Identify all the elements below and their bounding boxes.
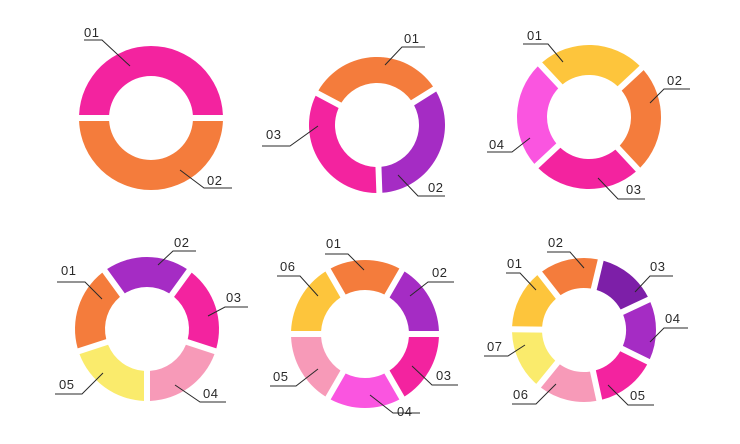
donut-5-leader-line-05 (55, 372, 104, 395)
donut-3-leader-line-01 (384, 46, 425, 66)
donut-4-leader-line-02 (649, 88, 690, 104)
donut-7-leader-line-07 (484, 344, 526, 357)
donut-7-segment-01 (542, 258, 598, 296)
donut-3-label-02: 02 (428, 180, 443, 195)
donut-3: 01 02 03 (262, 31, 446, 197)
donut-2-leader-line-02 (179, 169, 232, 189)
donut-2: 01 02 (79, 25, 232, 191)
donut-7-segment-04 (595, 351, 648, 400)
donut-4-label-01: 01 (527, 28, 542, 43)
donut-7-label-01: 01 (507, 256, 522, 271)
donut-4-segment-03 (538, 147, 636, 189)
donut-7-leader-line-04 (649, 327, 688, 343)
donut-5-label-02: 02 (174, 235, 189, 250)
donut-3-leader-line-02 (397, 174, 445, 197)
donut-7-leader-line-03 (634, 275, 673, 293)
donut-7-segment-02 (596, 260, 648, 310)
donut-7-label-05: 05 (630, 388, 645, 403)
donut-5-segment-03 (174, 272, 219, 349)
donut-6-segment-05 (291, 336, 341, 397)
donut-2-segment-02 (79, 45, 223, 116)
donut-3-segment-03 (308, 95, 377, 193)
donut-3-leader-line-03 (262, 125, 319, 147)
donut-7-label-04: 04 (665, 311, 680, 326)
donut-6-leader-line-01 (325, 253, 365, 271)
donut-6-label-02: 02 (432, 265, 447, 280)
donut-6-segment-01 (330, 260, 400, 295)
donut-6-leader-line-04 (369, 394, 420, 414)
donut-5-label-04: 04 (203, 386, 218, 401)
donut-5-leader-line-01 (57, 281, 103, 300)
donut-7-leader-line-05 (607, 384, 654, 406)
donut-6-leader-line-06 (277, 275, 319, 297)
donut-4-segment-04 (517, 66, 559, 164)
donut-3-label-03: 03 (266, 127, 281, 142)
donut-3-label-01: 01 (404, 31, 419, 46)
donut-7-segment-07 (512, 275, 556, 327)
donut-6-segment-04 (330, 373, 400, 408)
donut-7-leader-line-01 (506, 272, 537, 291)
donut-4-label-04: 04 (489, 137, 504, 152)
donut-5-leader-line-03 (207, 306, 248, 317)
donut-4-segment-01 (542, 45, 640, 87)
donut-5-segment-04 (149, 344, 215, 401)
donut-6-leader-line-03 (411, 365, 458, 386)
donut-5-label-01: 01 (61, 263, 76, 278)
donut-7-segment-06 (512, 332, 556, 384)
donut-5-segment-02 (107, 257, 187, 294)
donut-7-leader-line-02 (547, 251, 585, 269)
donut-6-leader-line-05 (270, 368, 319, 387)
donut-2-label-01: 01 (84, 25, 99, 40)
donut-6-segment-06 (291, 271, 341, 332)
donut-5-label-03: 03 (226, 290, 241, 305)
donut-6-segment-02 (389, 271, 439, 332)
donut-7-segment-05 (540, 364, 597, 402)
donut-5-leader-line-04 (174, 384, 226, 403)
donut-5-label-05: 05 (59, 377, 74, 392)
donut-4-label-03: 03 (626, 182, 641, 197)
donut-6-leader-line-02 (409, 281, 454, 297)
donut-7-segment-03 (622, 302, 656, 360)
donut-5-leader-line-02 (157, 250, 196, 266)
donut-4: 01 02 03 04 (487, 28, 690, 200)
donut-2-segment-01 (79, 120, 223, 191)
donut-7-label-07: 07 (487, 339, 502, 354)
donut-5-segment-01 (74, 272, 120, 349)
donut-4-leader-line-01 (523, 43, 564, 63)
donut-2-leader-line-01 (84, 39, 131, 67)
donut-4-segment-02 (619, 70, 661, 168)
donut-3-segment-01 (318, 56, 434, 103)
donut-4-leader-line-03 (597, 177, 645, 200)
donut-6-label-03: 03 (436, 368, 451, 383)
donut-6-label-04: 04 (397, 404, 412, 419)
donut-6-label-01: 01 (326, 236, 341, 251)
donut-2-label-02: 02 (207, 173, 222, 188)
donut-3-segment-02 (381, 91, 446, 193)
donut-6-label-06: 06 (280, 259, 295, 274)
donut-4-leader-line-04 (487, 137, 531, 153)
donut-6: 01 02 03 04 05 06 (270, 236, 458, 419)
donut-7-label-02: 02 (548, 235, 563, 250)
donut-7-label-03: 03 (650, 259, 665, 274)
donut-6-label-05: 05 (273, 369, 288, 384)
donut-6-segment-03 (389, 336, 439, 397)
donut-7-label-06: 06 (513, 387, 528, 402)
donut-4-label-02: 02 (667, 73, 682, 88)
donut-5-segment-05 (79, 344, 145, 401)
donut-5: 01 02 03 04 05 (55, 235, 248, 403)
donut-7: 01 02 03 04 05 06 07 (484, 235, 688, 406)
donut-7-leader-line-06 (512, 383, 557, 405)
